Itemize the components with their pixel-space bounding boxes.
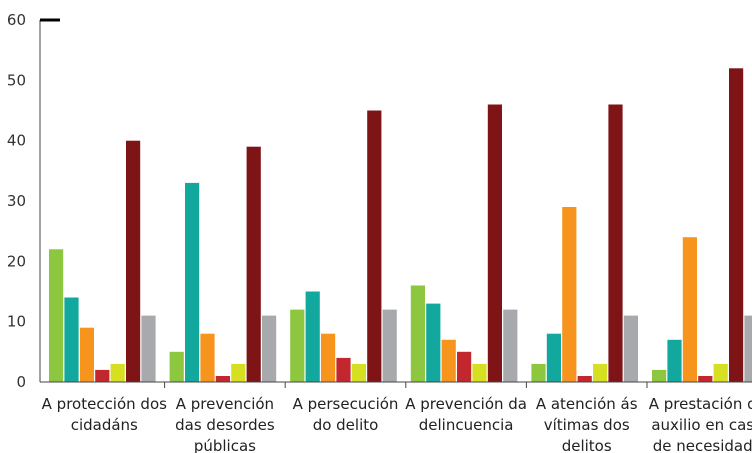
bar xyxy=(126,140,141,382)
category-label-line: A prevención xyxy=(176,395,274,413)
bar xyxy=(64,297,79,382)
bar xyxy=(713,363,728,382)
bar xyxy=(503,309,518,382)
y-tick-label: 60 xyxy=(7,11,26,29)
y-tick-label: 20 xyxy=(7,252,26,270)
category-label-line: delincuencia xyxy=(419,416,514,434)
y-tick-label: 10 xyxy=(7,313,26,331)
bar xyxy=(698,376,713,382)
bar xyxy=(487,104,502,382)
bar xyxy=(531,363,546,382)
bar xyxy=(95,369,110,382)
category-label-line: do delito xyxy=(313,416,379,434)
y-axis: 0 10 20 30 40 50 60 xyxy=(7,11,60,391)
category-label-line: A persecución xyxy=(293,395,399,413)
bar xyxy=(426,303,441,382)
x-axis: A protección dos cidadáns A prevención das … xyxy=(40,381,752,453)
bar xyxy=(382,309,397,382)
bar xyxy=(729,68,744,383)
bar xyxy=(351,363,366,382)
bar xyxy=(305,291,320,382)
category-label: A atención ás vítimas dos delitos xyxy=(536,395,638,453)
bar xyxy=(593,363,608,382)
bar xyxy=(110,363,125,382)
category-label-line: de necesidade xyxy=(653,437,752,453)
bar xyxy=(49,249,64,382)
category-label-line: A prevención da xyxy=(405,395,527,413)
bar xyxy=(262,315,277,382)
bar xyxy=(623,315,638,382)
category-label: A prestación de auxilio en caso de necesid… xyxy=(649,395,752,453)
category-label: A persecución do delito xyxy=(293,395,399,434)
bar xyxy=(652,369,667,382)
category-label-line: A prestación de xyxy=(649,395,752,413)
bar xyxy=(246,146,261,382)
bar xyxy=(744,315,752,382)
category-label-line: vítimas dos xyxy=(544,416,630,434)
bar xyxy=(215,376,230,382)
y-tick-label: 40 xyxy=(7,132,26,150)
bar xyxy=(577,376,592,382)
category-label-line: A protección dos xyxy=(42,395,167,413)
bar xyxy=(169,351,184,382)
bar xyxy=(367,110,382,382)
bars xyxy=(49,68,752,383)
bar xyxy=(141,315,156,382)
y-tick-label: 30 xyxy=(7,192,26,210)
y-tick-label: 0 xyxy=(16,373,26,391)
y-tick-label: 50 xyxy=(7,71,26,89)
bar xyxy=(185,182,200,382)
category-label-line: públicas xyxy=(194,437,256,453)
bar xyxy=(231,363,246,382)
category-label-line: delitos xyxy=(562,437,612,453)
bar xyxy=(336,357,351,382)
bar xyxy=(608,104,623,382)
category-label-line: auxilio en caso xyxy=(651,416,752,434)
category-label-line: cidadáns xyxy=(71,416,138,434)
category-label-line: A atención ás xyxy=(536,395,638,413)
bar xyxy=(410,285,425,382)
bar xyxy=(562,207,577,382)
bar xyxy=(472,363,487,382)
category-label: A protección dos cidadáns xyxy=(42,395,167,434)
category-label: A prevención das desordes públicas xyxy=(175,395,275,453)
bar xyxy=(667,339,682,382)
category-label-line: das desordes xyxy=(175,416,275,434)
bar xyxy=(546,333,561,382)
bar xyxy=(457,351,472,382)
bar xyxy=(200,333,215,382)
bar xyxy=(79,327,94,382)
bar xyxy=(682,237,697,382)
bar xyxy=(290,309,305,382)
bar xyxy=(321,333,336,382)
bar xyxy=(441,339,456,382)
category-label: A prevención da delincuencia xyxy=(405,395,527,434)
